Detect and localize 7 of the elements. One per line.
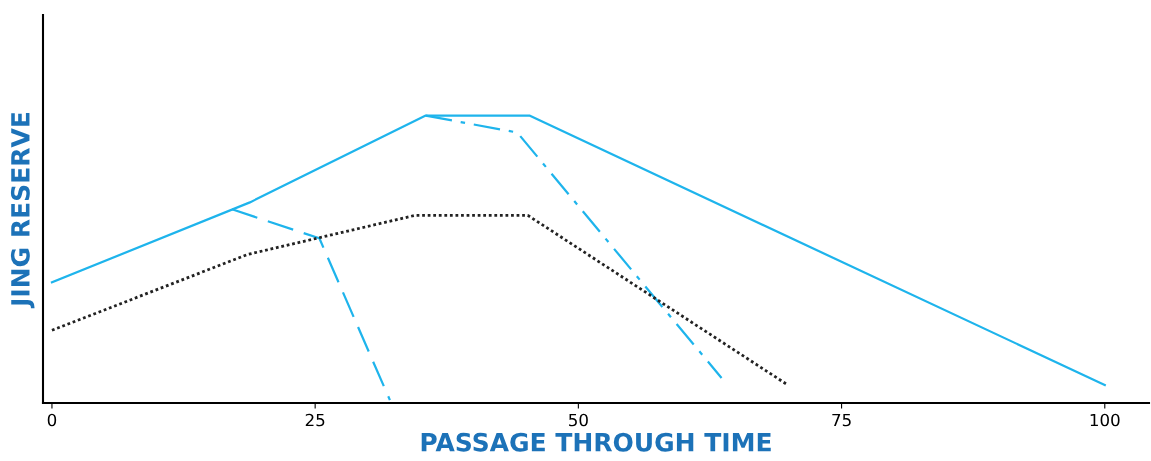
y-axis-title: JING RESERVE (10, 112, 35, 309)
x-tick-label: 0 (47, 413, 57, 427)
x-tick-label: 50 (569, 413, 588, 427)
x-tick-label: 75 (832, 413, 851, 427)
x-axis-title: PASSAGE THROUGH TIME (421, 432, 771, 452)
x-tick-label: 25 (305, 413, 325, 427)
x-tick-label: 100 (1090, 413, 1120, 427)
